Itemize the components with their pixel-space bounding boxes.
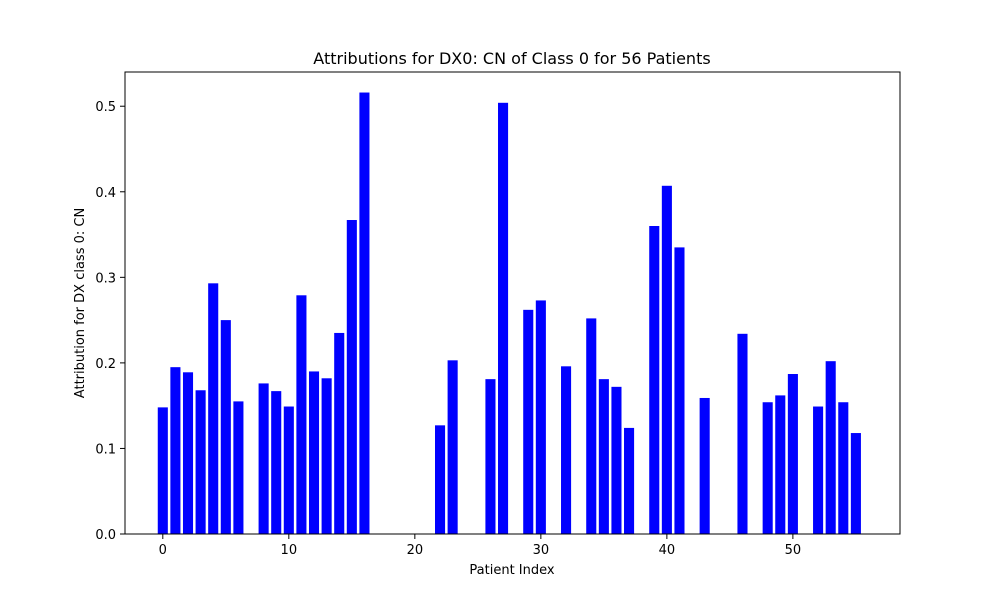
bar-patient-16 — [359, 92, 370, 534]
bar-patient-29 — [523, 309, 534, 534]
bar-patient-35 — [598, 379, 609, 534]
bar-patient-11 — [296, 295, 307, 534]
x-tick-label: 20 — [407, 543, 424, 558]
bar-patient-26 — [485, 379, 496, 534]
bar-patient-39 — [649, 226, 660, 534]
bar-patient-52 — [813, 406, 824, 534]
bar-patient-46 — [737, 333, 748, 534]
bar-patient-1 — [170, 367, 181, 534]
bar-patient-53 — [825, 361, 836, 534]
bar-patient-22 — [435, 425, 446, 534]
bar-patient-41 — [674, 247, 685, 534]
bar-patient-40 — [661, 185, 672, 535]
y-axis-label: Attribution for DX class 0: CN — [73, 208, 88, 398]
bar-patient-6 — [233, 401, 244, 534]
plot-frame — [124, 71, 901, 535]
bar-patient-23 — [447, 360, 458, 534]
bar-patient-10 — [283, 406, 294, 534]
bar-patient-50 — [787, 374, 798, 534]
bar-patient-55 — [850, 433, 861, 534]
y-tick-label: 0.2 — [95, 357, 116, 372]
bar-patient-30 — [535, 300, 546, 534]
x-tick-label: 0 — [159, 543, 167, 558]
bar-patient-0 — [157, 407, 168, 534]
y-tick-label: 0.0 — [95, 528, 116, 543]
bar-patient-13 — [321, 378, 332, 534]
y-tick-label: 0.3 — [95, 271, 116, 286]
bar-patient-15 — [346, 220, 357, 534]
y-tick-label: 0.5 — [95, 100, 116, 115]
ticks-layer: 0 10 20 30 40 50 0.0 0.1 0.2 0.3 0.4 0.5 — [95, 100, 801, 558]
y-tick-label: 0.4 — [95, 186, 116, 201]
bar-patient-48 — [762, 402, 773, 534]
bar-patient-2 — [182, 372, 194, 534]
bar-patient-5 — [220, 320, 231, 534]
bar-patient-3 — [195, 390, 206, 534]
bar-patient-49 — [775, 395, 786, 534]
bar-patient-34 — [586, 318, 597, 534]
bar-patient-27 — [498, 102, 509, 535]
bar-patient-14 — [334, 332, 345, 534]
bar-patient-32 — [561, 366, 572, 534]
bars-layer — [157, 92, 861, 535]
bar-patient-37 — [624, 427, 635, 534]
bar-patient-4 — [208, 283, 219, 534]
chart-title: Attributions for DX0: CN of Class 0 for … — [313, 49, 710, 68]
x-tick-label: 10 — [281, 543, 298, 558]
x-axis-label: Patient Index — [469, 563, 554, 578]
bar-patient-54 — [838, 402, 849, 534]
bar-patient-8 — [258, 383, 269, 534]
bar-patient-43 — [699, 397, 710, 534]
x-tick-label: 30 — [533, 543, 550, 558]
bar-patient-36 — [611, 386, 622, 534]
x-tick-label: 50 — [785, 543, 802, 558]
bar-patient-12 — [308, 371, 320, 534]
x-tick-label: 40 — [659, 543, 676, 558]
bar-patient-9 — [271, 391, 282, 534]
y-tick-label: 0.1 — [95, 442, 116, 457]
